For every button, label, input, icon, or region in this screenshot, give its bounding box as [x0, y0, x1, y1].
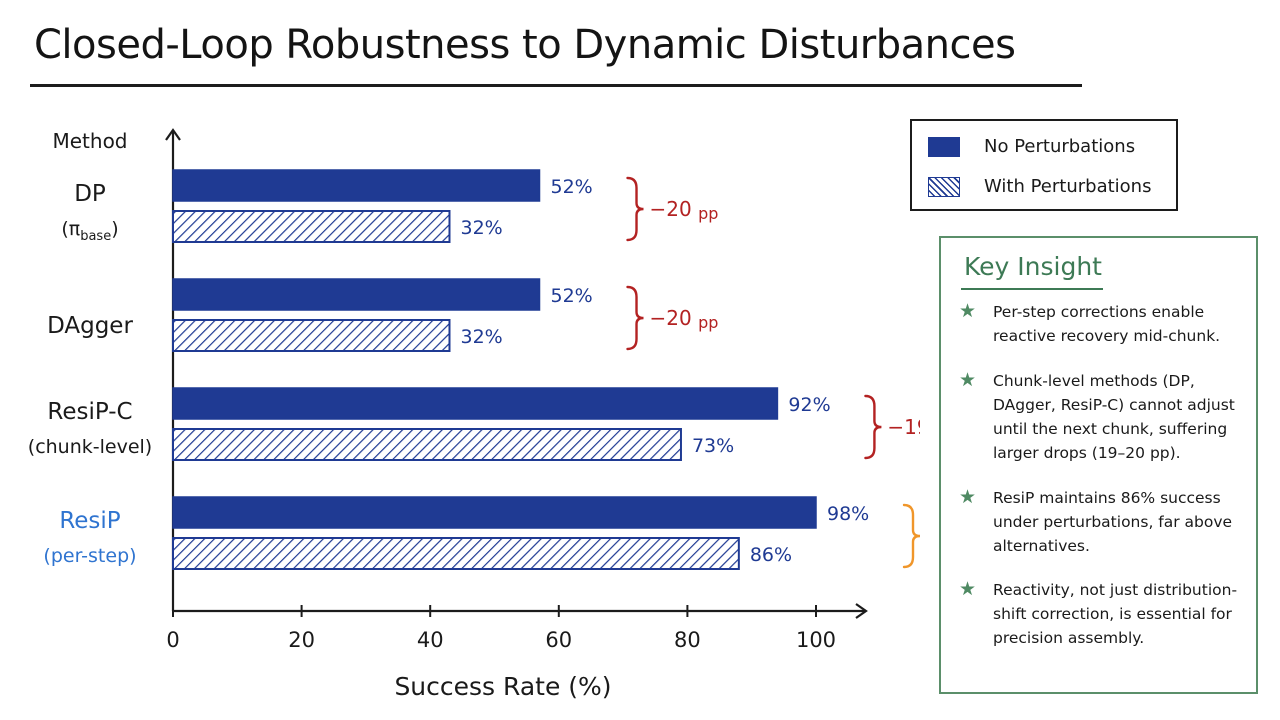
legend-swatch-solid	[928, 136, 960, 157]
x-tick-label: 100	[796, 628, 836, 652]
insight-text: Per-step corrections enable reactive rec…	[993, 303, 1221, 345]
y-axis-title: Method	[52, 129, 127, 153]
insight-item: ★ ResiP maintains 86% success under pert…	[959, 486, 1249, 558]
star-icon: ★	[959, 300, 977, 322]
star-icon: ★	[959, 486, 977, 508]
x-tick-label: 0	[166, 628, 179, 652]
title-underline	[30, 84, 1082, 87]
drop-bracket	[864, 394, 882, 460]
bar-value-label: 73%	[692, 435, 734, 457]
drop-label: −20 pp	[650, 197, 719, 223]
category-label: DAgger	[47, 313, 133, 339]
bar-value-label: 98%	[827, 503, 869, 525]
category-sublabel: (per-step)	[43, 545, 136, 567]
category-sublabel: (πbase)	[61, 218, 118, 244]
x-axis-title: Success Rate (%)	[394, 672, 611, 701]
x-tick-label: 60	[545, 628, 572, 652]
legend-item-with-perturbations: With Perturbations	[928, 176, 1151, 197]
insight-item: ★ Reactivity, not just distribution-shif…	[959, 578, 1249, 650]
bar-value-label: 52%	[551, 176, 593, 198]
category-label: ResiP-C	[47, 399, 132, 425]
key-insight-underline	[961, 288, 1103, 290]
star-icon: ★	[959, 578, 977, 600]
x-tick-label: 20	[288, 628, 315, 652]
drop-bracket	[626, 176, 644, 242]
legend-label: No Perturbations	[984, 136, 1136, 157]
insight-item: ★ Chunk-level methods (DP, DAgger, ResiP…	[959, 369, 1249, 465]
bar-chart: 0 20 40 60 80 100 Success Rate (%) Method DP (πb…	[28, 128, 920, 701]
bar-with-perturbations	[172, 428, 682, 461]
insight-text: Chunk-level methods (DP, DAgger, ResiP-C…	[993, 372, 1235, 462]
x-tick-label: 40	[417, 628, 444, 652]
bar-with-perturbations	[172, 537, 740, 570]
x-axis-arrow	[855, 603, 868, 619]
bar-value-label: 52%	[551, 285, 593, 307]
drop-label: −19 pp	[887, 415, 920, 441]
x-tick-label: 80	[674, 628, 701, 652]
bar-no-perturbations	[172, 169, 541, 202]
chart-title: Closed-Loop Robustness to Dynamic Distur…	[34, 22, 1016, 68]
chart-legend: No Perturbations With Perturbations	[910, 119, 1178, 211]
category-sublabel: (chunk-level)	[28, 436, 152, 458]
key-insight-title: Key Insight	[964, 252, 1102, 281]
bar-value-label: 86%	[750, 544, 792, 566]
category-label: ResiP	[59, 508, 120, 534]
drop-bracket	[626, 285, 644, 351]
bar-no-perturbations	[172, 496, 817, 529]
star-icon: ★	[959, 369, 977, 391]
bar-with-perturbations	[172, 210, 451, 243]
insight-text: Reactivity, not just distribution-shift …	[993, 581, 1238, 647]
legend-item-no-perturbations: No Perturbations	[928, 136, 1135, 157]
category-label: DP	[74, 181, 106, 207]
drop-bracket	[902, 503, 920, 569]
drop-label: −20 pp	[650, 306, 719, 332]
legend-label: With Perturbations	[984, 176, 1152, 197]
bar-value-label: 32%	[460, 217, 502, 239]
insight-text: ResiP maintains 86% success under pertur…	[993, 489, 1233, 555]
insight-item: ★ Per-step corrections enable reactive r…	[959, 300, 1249, 348]
bar-no-perturbations	[172, 387, 779, 420]
bar-value-label: 92%	[788, 394, 830, 416]
legend-swatch-hatched	[928, 176, 960, 197]
bar-no-perturbations	[172, 278, 541, 311]
bar-value-label: 32%	[460, 326, 502, 348]
key-insight-panel: Key Insight ★ Per-step corrections enabl…	[939, 236, 1258, 694]
y-axis-arrow	[165, 128, 181, 141]
bar-with-perturbations	[172, 319, 451, 352]
